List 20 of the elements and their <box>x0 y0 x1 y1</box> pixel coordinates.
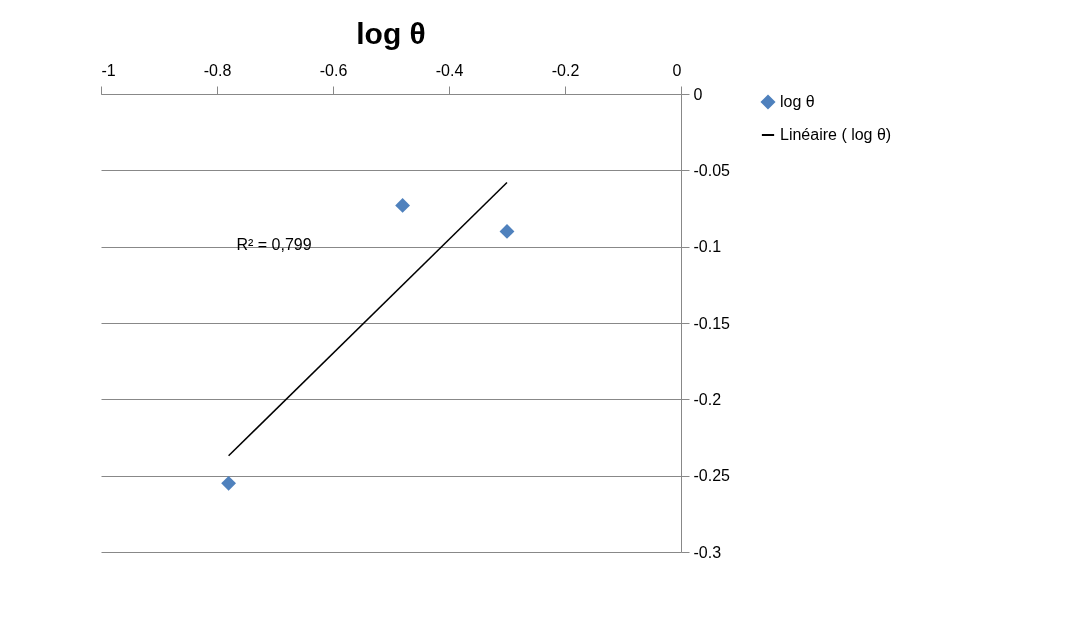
annotation: R² = 0,799 <box>236 236 312 253</box>
chart-title: log θ <box>356 17 426 50</box>
x-tick-label: 0 <box>672 61 682 79</box>
point <box>395 198 411 213</box>
point <box>221 475 237 491</box>
legend-label: Linéaire ( log θ) <box>780 126 892 143</box>
y-tick-label: -0.25 <box>693 467 731 485</box>
y-tick-label: -0.05 <box>693 161 731 179</box>
x-tick-label: -0.8 <box>203 61 232 79</box>
x-tick-label: -0.4 <box>435 61 464 79</box>
y-tick-label: -0.3 <box>693 543 722 561</box>
x-tick-label: -0.6 <box>319 61 348 79</box>
y-tick-label: -0.1 <box>693 238 722 256</box>
x-tick-label: -0.2 <box>551 61 580 79</box>
y-tick-label: -0.15 <box>693 314 731 332</box>
x-tick-label: -1 <box>101 61 116 79</box>
legend-label: log θ <box>780 93 815 110</box>
y-tick-label: -0.2 <box>693 390 722 408</box>
y-tick-label: 0 <box>693 85 703 103</box>
point <box>499 223 515 239</box>
